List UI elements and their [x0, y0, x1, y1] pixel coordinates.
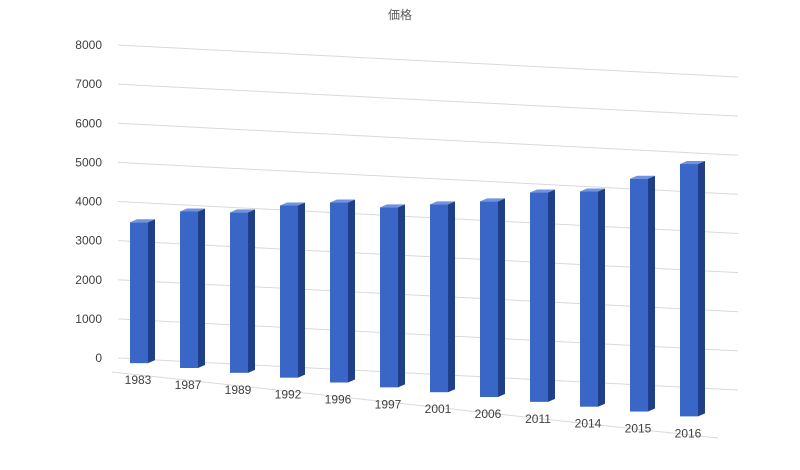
x-tick-label: 2001: [425, 402, 452, 416]
y-tick-label: 0: [95, 351, 102, 365]
bar-front: [630, 178, 648, 412]
bar-front: [480, 201, 498, 398]
y-tick-label: 1000: [75, 312, 102, 326]
x-tick-label: 1983: [125, 373, 152, 387]
y-tick-label: 8000: [75, 38, 102, 52]
bar-side: [548, 189, 555, 402]
bar-front: [580, 191, 598, 407]
bar-side: [398, 204, 405, 388]
bar: [530, 189, 555, 402]
gridline: [117, 83, 739, 117]
bar-front: [530, 192, 548, 402]
y-tick-label: 6000: [75, 116, 102, 130]
bar-front: [430, 204, 448, 393]
x-tick-label: 2015: [625, 422, 652, 436]
x-tick-label: 1987: [175, 378, 202, 392]
y-axis-ticks: 0 1000 2000 3000 4000 5000 6000 7000 8000: [75, 38, 102, 365]
bar-side: [198, 208, 205, 368]
bar: [180, 208, 205, 368]
bar: [580, 188, 605, 407]
bar: [680, 161, 705, 417]
bar-side: [448, 201, 455, 393]
x-tick-label: 2014: [575, 417, 602, 431]
x-tick-label: 2006: [475, 407, 502, 421]
bar-top: [680, 161, 705, 165]
bar: [480, 198, 505, 398]
bar-side: [298, 202, 305, 378]
bar-front: [130, 222, 148, 364]
bar-top: [580, 188, 605, 192]
bar-front: [330, 202, 348, 383]
bar-side: [248, 209, 255, 373]
bar-top: [530, 189, 555, 193]
bar-top: [480, 198, 505, 202]
bar-side: [698, 161, 705, 417]
bar-top: [130, 219, 155, 223]
x-tick-label: 1989: [225, 383, 252, 397]
bar: [280, 202, 305, 378]
bar-side: [498, 198, 505, 398]
bar-top: [280, 202, 305, 206]
x-axis-ticks: 1983 1987 1989 1992 1996 1997 2001 2006 2011 2014…: [125, 373, 702, 440]
bar: [430, 201, 455, 393]
bar-top: [430, 201, 455, 205]
bar-front: [180, 211, 198, 368]
y-tick-label: 3000: [75, 234, 102, 248]
gridline: [117, 122, 739, 156]
bar-front: [230, 212, 248, 373]
x-tick-label: 1996: [325, 393, 352, 407]
y-tick-label: 2000: [75, 273, 102, 287]
bar: [380, 204, 405, 388]
bar-top: [180, 208, 205, 212]
bar: [130, 219, 155, 364]
chart-title: 価格: [387, 8, 412, 22]
x-tick-label: 1992: [275, 388, 302, 402]
y-tick-label: 5000: [75, 155, 102, 169]
bar-side: [598, 188, 605, 407]
bar-side: [148, 219, 155, 364]
bar-front: [380, 207, 398, 388]
bar-top: [330, 199, 355, 203]
bars: [130, 161, 705, 417]
gridline: [117, 44, 739, 78]
bar-side: [648, 175, 655, 412]
bar-top: [630, 175, 655, 179]
bar-top: [380, 204, 405, 208]
x-tick-label: 2016: [675, 426, 702, 440]
bar-top: [230, 209, 255, 213]
bar-front: [680, 164, 698, 417]
y-tick-label: 4000: [75, 195, 102, 209]
bar: [330, 199, 355, 383]
floor-edge: [111, 371, 719, 439]
x-tick-label: 2011: [525, 412, 551, 426]
bar: [230, 209, 255, 373]
bar: [630, 175, 655, 412]
x-tick-label: 1997: [375, 397, 402, 411]
y-tick-label: 7000: [75, 77, 102, 91]
bar-front: [280, 205, 298, 378]
bar-side: [348, 199, 355, 383]
